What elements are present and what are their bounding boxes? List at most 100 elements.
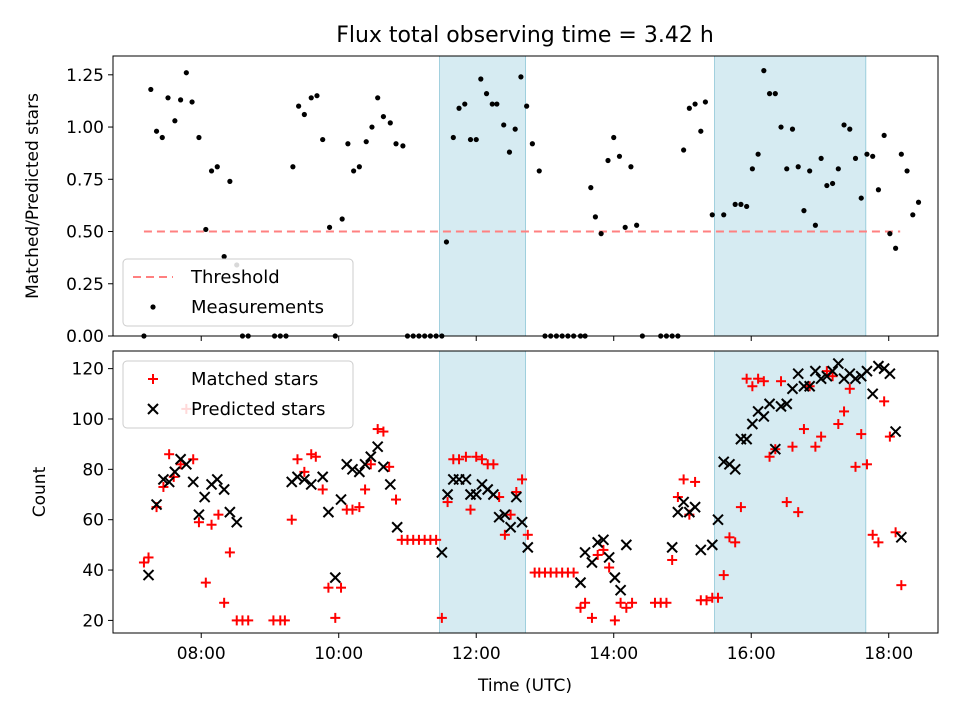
- measurement-point: [686, 105, 692, 111]
- measurement-point: [196, 134, 202, 141]
- predicted-star-point: [211, 473, 223, 486]
- measurement-point: [812, 222, 818, 228]
- predicted-star-point: [371, 440, 384, 453]
- measurement-point: [214, 164, 220, 170]
- measurement-point: [870, 153, 876, 159]
- predicted-star-point-b: [574, 576, 587, 589]
- predicted-star-point: [180, 458, 193, 471]
- predicted-star-point: [769, 443, 781, 455]
- predicted-star-point-b: [603, 551, 615, 564]
- measurement-point: [818, 155, 824, 161]
- measurement-point: [893, 245, 899, 251]
- matched-star-point: [568, 567, 579, 578]
- measurement-point: [518, 74, 524, 80]
- measurement-point: [738, 201, 744, 207]
- predicted-star-point: [579, 546, 591, 559]
- measurement-point: [529, 141, 535, 147]
- predicted-star-point-b: [329, 571, 341, 584]
- matched-star-point: [286, 514, 297, 525]
- predicted-star-point: [775, 400, 787, 413]
- predicted-star-point-b: [832, 357, 845, 370]
- matched-star-point: [365, 459, 376, 470]
- matched-star-point: [604, 562, 615, 573]
- measurement-point: [494, 101, 500, 107]
- predicted-star-point-b: [316, 471, 329, 483]
- matched-star-point: [372, 424, 383, 435]
- measurement-point: [721, 212, 727, 218]
- matched-star-point: [499, 529, 510, 540]
- predicted-star-point: [329, 571, 341, 584]
- matched-star-point: [839, 406, 850, 417]
- predicted-star-point-b: [866, 388, 879, 400]
- matched-star-point: [292, 454, 303, 465]
- measurement-point: [489, 101, 495, 107]
- matched-star-point: [213, 509, 224, 520]
- measurement-point: [536, 168, 542, 174]
- predicted-star-point: [298, 473, 311, 486]
- predicted-star-point-b: [746, 418, 759, 430]
- predicted-star-point: [322, 506, 335, 518]
- bottom-y-axis-label: Count: [30, 466, 50, 517]
- predicted-star-point: [391, 521, 403, 533]
- measurement-point: [634, 222, 640, 228]
- matched-star-point: [200, 577, 211, 588]
- measurement-point: [616, 153, 623, 159]
- measurement-point: [339, 216, 345, 222]
- predicted-star-point-b: [224, 506, 236, 518]
- measurement-point: [881, 132, 887, 139]
- predicted-star-point: [849, 372, 862, 385]
- predicted-star-point-b: [889, 425, 902, 438]
- bottom-highlight-spans: [439, 350, 867, 634]
- measurement-point: [807, 168, 813, 174]
- measurement-point: [478, 76, 484, 82]
- measurement-point: [904, 168, 910, 174]
- measurement-point: [847, 126, 853, 132]
- measurement-point: [852, 155, 859, 161]
- matched-star-point: [243, 615, 254, 626]
- predicted-star-point: [597, 534, 610, 546]
- predicted-star-point: [712, 513, 724, 526]
- matched-star-point: [505, 509, 516, 520]
- matched-star-point: [175, 459, 186, 470]
- measurement-point: [320, 136, 326, 143]
- measurement-point: [227, 178, 233, 184]
- predicted-star-point-b: [211, 473, 223, 486]
- x-axis-label: Time (UTC): [477, 676, 572, 696]
- matched-star-point: [667, 554, 678, 565]
- legend-matched-marker: [148, 374, 158, 384]
- matched-star-point: [753, 373, 764, 384]
- predicted-star-point-b: [231, 516, 243, 528]
- bottom-highlight-span-1: [439, 350, 526, 634]
- matched-star-point: [323, 582, 334, 593]
- measurement-point: [611, 134, 617, 141]
- predicted-star-point-b: [522, 541, 534, 554]
- matched-star-point: [718, 570, 729, 581]
- predicted-star-point-b: [786, 383, 799, 395]
- predicted-star-point: [353, 466, 366, 478]
- predicted-star-point-b: [666, 541, 678, 554]
- matched-star-point: [615, 597, 626, 608]
- predicted-star-point: [193, 508, 205, 521]
- measurement-point: [915, 199, 922, 205]
- bottom-y-tick-label: 20: [82, 611, 104, 631]
- measurement-point: [369, 124, 375, 130]
- predicted-star-point: [586, 556, 598, 569]
- predicted-star-point: [781, 398, 793, 410]
- measurement-point: [841, 122, 847, 128]
- predicted-star-point: [470, 488, 482, 501]
- matched-star-point: [844, 383, 855, 394]
- predicted-star-point: [803, 380, 816, 392]
- predicted-star-point-b: [291, 471, 304, 483]
- predicted-star-point-b: [436, 546, 448, 559]
- predicted-star-point: [493, 511, 505, 523]
- predicted-star-point: [889, 425, 902, 438]
- predicted-star-point: [729, 463, 741, 476]
- predicted-star-point-b: [298, 473, 311, 486]
- predicted-star-point: [884, 367, 896, 380]
- matched-star-point: [354, 502, 365, 513]
- measurement-point: [524, 103, 530, 109]
- measurement-point: [363, 139, 369, 145]
- predicted-star-point: [666, 541, 678, 554]
- predicted-star-point-b: [365, 451, 377, 463]
